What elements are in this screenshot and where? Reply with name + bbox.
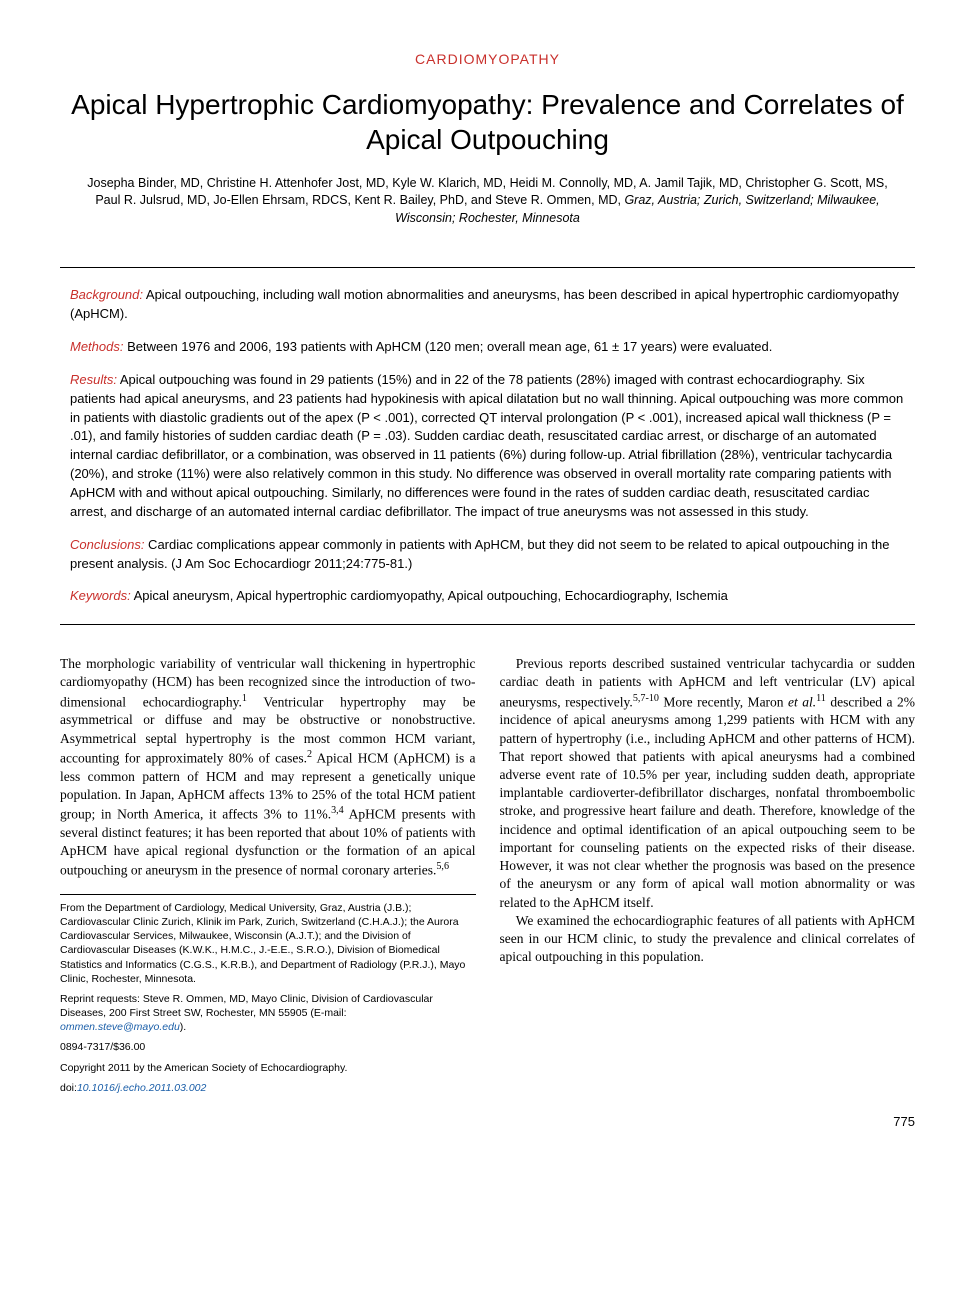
footnotes-block: From the Department of Cardiology, Medic… — [60, 894, 476, 1095]
abstract-methods: Methods: Between 1976 and 2006, 193 pati… — [70, 338, 905, 357]
footnote-reprint: Reprint requests: Steve R. Ommen, MD, Ma… — [60, 992, 476, 1035]
reprint-pre: Reprint requests: Steve R. Ommen, MD, Ma… — [60, 993, 433, 1019]
abstract-box: Background: Apical outpouching, includin… — [60, 267, 915, 625]
abstract-methods-text: Between 1976 and 2006, 193 patients with… — [123, 339, 772, 354]
abstract-keywords-label: Keywords: — [70, 588, 131, 603]
abstract-keywords: Keywords: Apical aneurysm, Apical hypert… — [70, 587, 905, 606]
footnote-doi: doi:10.1016/j.echo.2011.03.002 — [60, 1081, 476, 1095]
body-p2: Previous reports described sustained ven… — [500, 655, 916, 912]
article-title: Apical Hypertrophic Cardiomyopathy: Prev… — [60, 87, 915, 157]
abstract-methods-label: Methods: — [70, 339, 123, 354]
page-number: 775 — [60, 1113, 915, 1131]
section-label: CARDIOMYOPATHY — [60, 50, 915, 69]
body-p2c: described a 2% incidence of apical aneur… — [500, 694, 916, 909]
footnote-copyright: Copyright 2011 by the American Society o… — [60, 1061, 476, 1075]
abstract-keywords-text: Apical aneurysm, Apical hypertrophic car… — [131, 588, 728, 603]
abstract-conclusions-text: Cardiac complications appear commonly in… — [70, 537, 889, 571]
doi-label: doi: — [60, 1082, 77, 1094]
abstract-results: Results: Apical outpouching was found in… — [70, 371, 905, 522]
abstract-background: Background: Apical outpouching, includin… — [70, 286, 905, 324]
body-p1: The morphologic variability of ventricul… — [60, 655, 476, 880]
reprint-post: ). — [180, 1021, 186, 1033]
abstract-background-label: Background: — [70, 287, 143, 302]
body-columns: The morphologic variability of ventricul… — [60, 655, 915, 1095]
etal: et al. — [788, 694, 816, 709]
footnote-issn: 0894-7317/$36.00 — [60, 1040, 476, 1054]
abstract-results-label: Results: — [70, 372, 117, 387]
authors-block: Josepha Binder, MD, Christine H. Attenho… — [60, 175, 915, 228]
ref-5-7-10: 5,7-10 — [633, 693, 659, 704]
ref-3-4: 3,4 — [331, 805, 344, 816]
body-p3: We examined the echocardiographic featur… — [500, 912, 916, 967]
reprint-email-link[interactable]: ommen.steve@mayo.edu — [60, 1021, 180, 1033]
abstract-results-text: Apical outpouching was found in 29 patie… — [70, 372, 903, 519]
abstract-conclusions-label: Conclusions: — [70, 537, 144, 552]
abstract-background-text: Apical outpouching, including wall motio… — [70, 287, 899, 321]
abstract-conclusions: Conclusions: Cardiac complications appea… — [70, 536, 905, 574]
doi-link[interactable]: 10.1016/j.echo.2011.03.002 — [77, 1082, 206, 1094]
footnote-from: From the Department of Cardiology, Medic… — [60, 901, 476, 986]
ref-11: 11 — [816, 693, 826, 704]
body-p2b: More recently, Maron — [659, 694, 788, 709]
ref-5-6: 5,6 — [436, 861, 449, 872]
